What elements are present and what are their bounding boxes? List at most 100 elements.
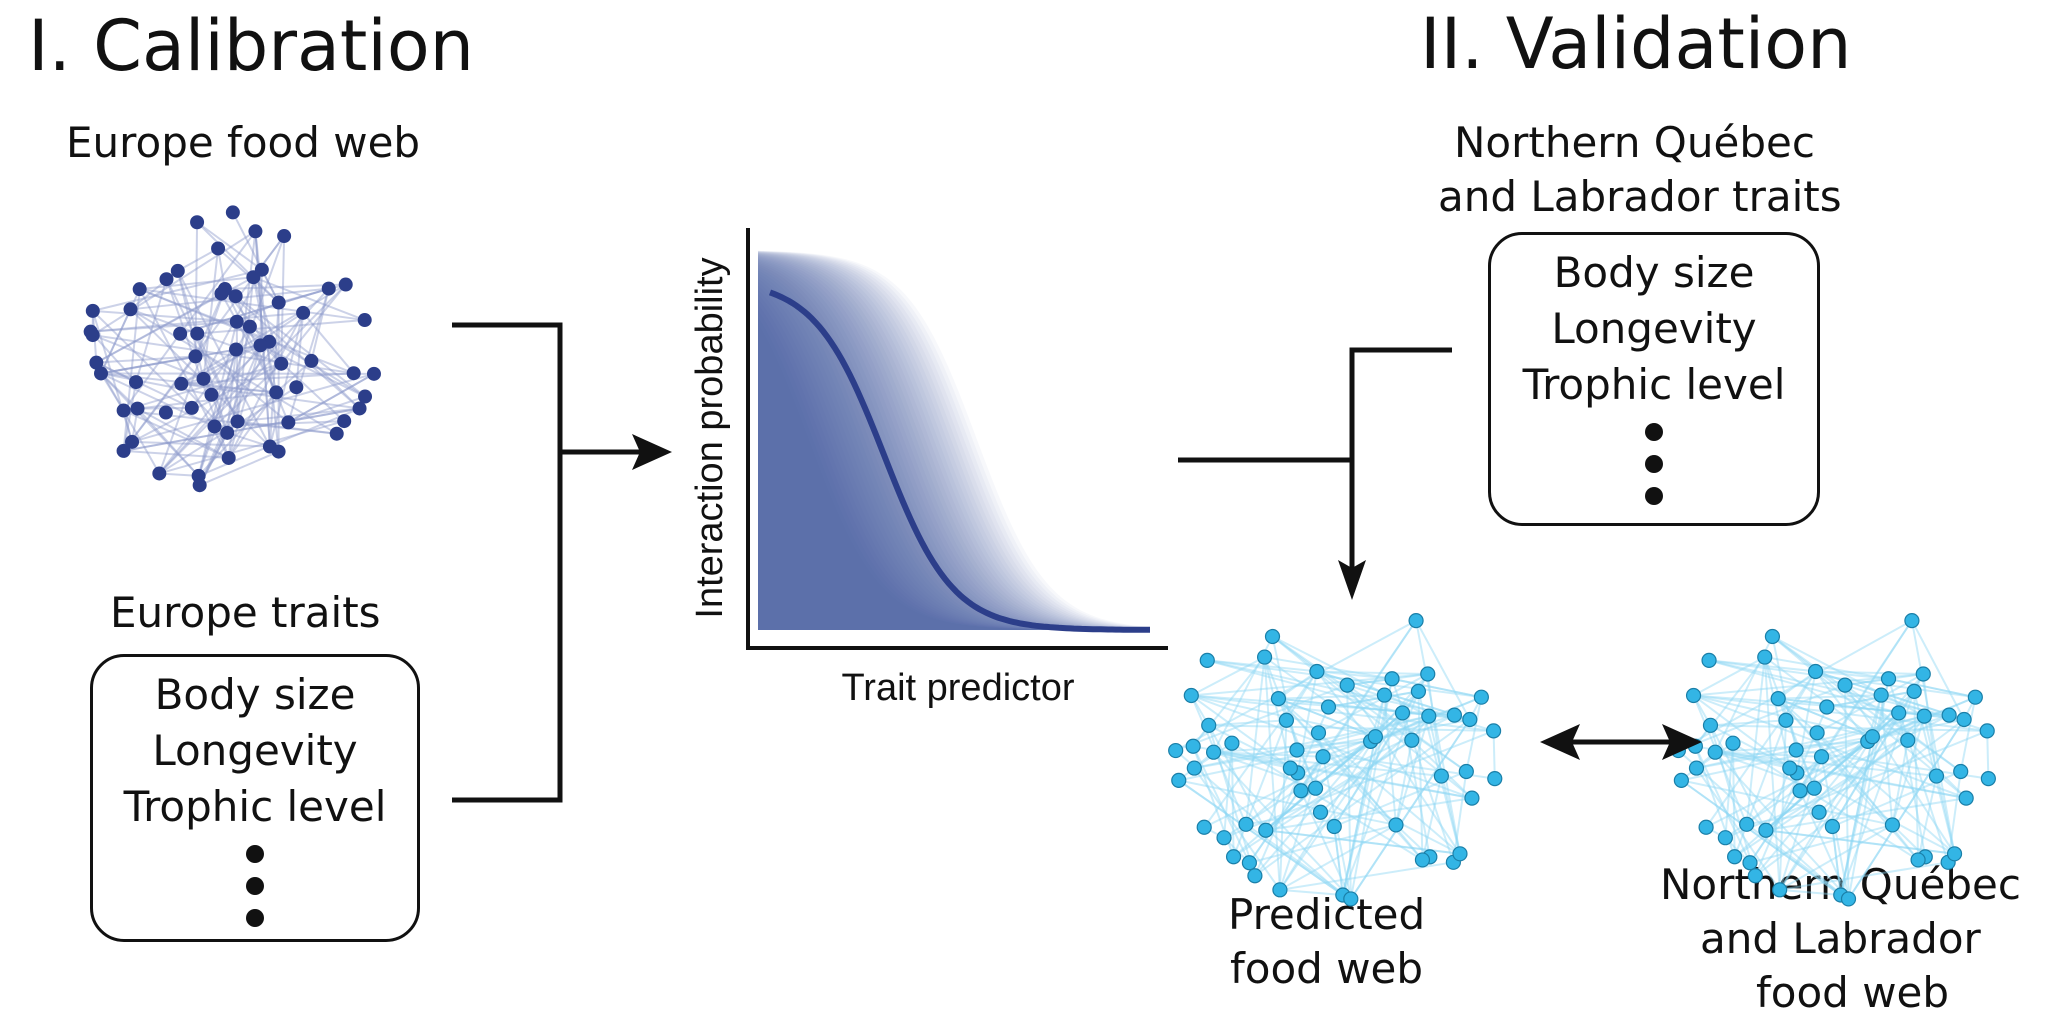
network-node [1411,684,1425,698]
x-axis-label: Trait predictor [842,667,1075,709]
network-node [304,354,318,368]
network-edge [1209,720,1287,725]
network-node [207,419,221,433]
network-node [1169,744,1183,758]
network-node [125,435,139,449]
network-node [1728,850,1742,864]
network-node [339,278,353,292]
network-node [272,296,286,310]
network-node [1385,672,1399,686]
network-node [1227,850,1241,864]
observed-network-graph-icon [1671,614,1995,906]
network-node [1415,853,1429,867]
network-node [1748,869,1762,883]
network-node [1942,708,1956,722]
network-node [1708,745,1722,759]
network-node [1314,805,1328,819]
network-edge [1695,657,1764,746]
network-edge [1710,720,1785,725]
network-node [1815,750,1829,764]
network-node [231,414,245,428]
network-node [1202,718,1216,732]
network-node [1948,847,1962,861]
network-node [1310,665,1324,679]
network-node [1810,726,1824,740]
network-node [229,343,243,357]
network-node [1865,730,1879,744]
network-node [222,451,236,465]
network-node [296,306,310,320]
network-node [133,282,147,296]
network-node [124,302,138,316]
network-node [1957,713,1971,727]
network-node [1740,817,1754,831]
network-node [1907,684,1921,698]
network-node [159,406,173,420]
network-node [1487,724,1501,738]
network-node [159,272,173,286]
network-node [1980,724,1994,738]
network-node [1901,733,1915,747]
network-node [1271,692,1285,706]
network-node [173,327,187,341]
network-node [1905,614,1919,628]
network-node [253,338,267,352]
network-node [1917,709,1931,723]
network-node [1689,761,1703,775]
network-node [277,229,291,243]
network-node [1321,700,1335,714]
network-node [190,327,204,341]
network-node [1959,791,1973,805]
network-node [1239,817,1253,831]
network-node [1779,713,1793,727]
network-node [353,401,367,415]
network-node [89,356,103,370]
network-node [1954,764,1968,778]
network-node [131,402,145,416]
network-node [1929,769,1943,783]
y-axis-label: Interaction probability [689,257,731,618]
network-node [1453,847,1467,861]
network-node [171,264,185,278]
network-edge [1466,697,1481,771]
network-node [1812,805,1826,819]
network-node [1885,818,1899,832]
validation-connector [1178,350,1452,578]
network-node [1773,883,1787,897]
network-node [1294,784,1308,798]
network-node [358,390,372,404]
network-node [1465,791,1479,805]
predicted-network-graph-icon [1169,614,1502,906]
network-node [1421,667,1435,681]
network-node [358,313,372,327]
network-edge [237,322,238,422]
network-node [1389,818,1403,832]
network-node [1783,761,1797,775]
network-node [190,215,204,229]
network-node [1290,743,1304,757]
network-node [1459,764,1473,778]
network-node [1258,650,1272,664]
network-node [255,263,269,277]
network-node [1186,739,1200,753]
network-node [1758,650,1772,664]
uncertainty-band [758,251,1150,630]
network-node [1279,713,1293,727]
network-node [1809,665,1823,679]
calibration-connector [452,325,640,800]
network-node [1743,856,1757,870]
network-node [1259,823,1273,837]
network-node [1968,690,1982,704]
network-edge [1193,657,1264,746]
network-node [281,415,295,429]
network-node [185,401,199,415]
network-node [196,372,210,386]
network-node [1892,706,1906,720]
network-node [1820,700,1834,714]
network-node [1488,772,1502,786]
network-node [1793,784,1807,798]
network-node [86,304,100,318]
network-node [204,388,218,402]
network-node [1765,630,1779,644]
network-node [1687,689,1701,703]
